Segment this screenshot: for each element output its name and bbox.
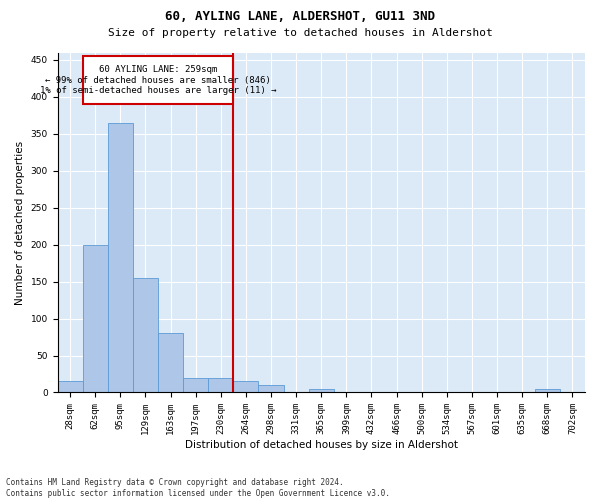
Bar xyxy=(259,385,284,392)
Bar xyxy=(183,378,208,392)
Bar xyxy=(208,378,233,392)
Text: Size of property relative to detached houses in Aldershot: Size of property relative to detached ho… xyxy=(107,28,493,38)
Bar xyxy=(58,382,83,392)
Text: 60 AYLING LANE: 259sqm
← 99% of detached houses are smaller (846)
1% of semi-det: 60 AYLING LANE: 259sqm ← 99% of detached… xyxy=(40,66,276,95)
Bar xyxy=(158,334,183,392)
X-axis label: Distribution of detached houses by size in Aldershot: Distribution of detached houses by size … xyxy=(185,440,458,450)
Bar xyxy=(535,389,560,392)
FancyBboxPatch shape xyxy=(83,56,233,104)
Text: Contains HM Land Registry data © Crown copyright and database right 2024.
Contai: Contains HM Land Registry data © Crown c… xyxy=(6,478,390,498)
Bar xyxy=(233,382,259,392)
Bar xyxy=(83,244,108,392)
Bar xyxy=(133,278,158,392)
Bar xyxy=(309,389,334,392)
Text: 60, AYLING LANE, ALDERSHOT, GU11 3ND: 60, AYLING LANE, ALDERSHOT, GU11 3ND xyxy=(165,10,435,23)
Y-axis label: Number of detached properties: Number of detached properties xyxy=(15,140,25,304)
Bar xyxy=(108,122,133,392)
